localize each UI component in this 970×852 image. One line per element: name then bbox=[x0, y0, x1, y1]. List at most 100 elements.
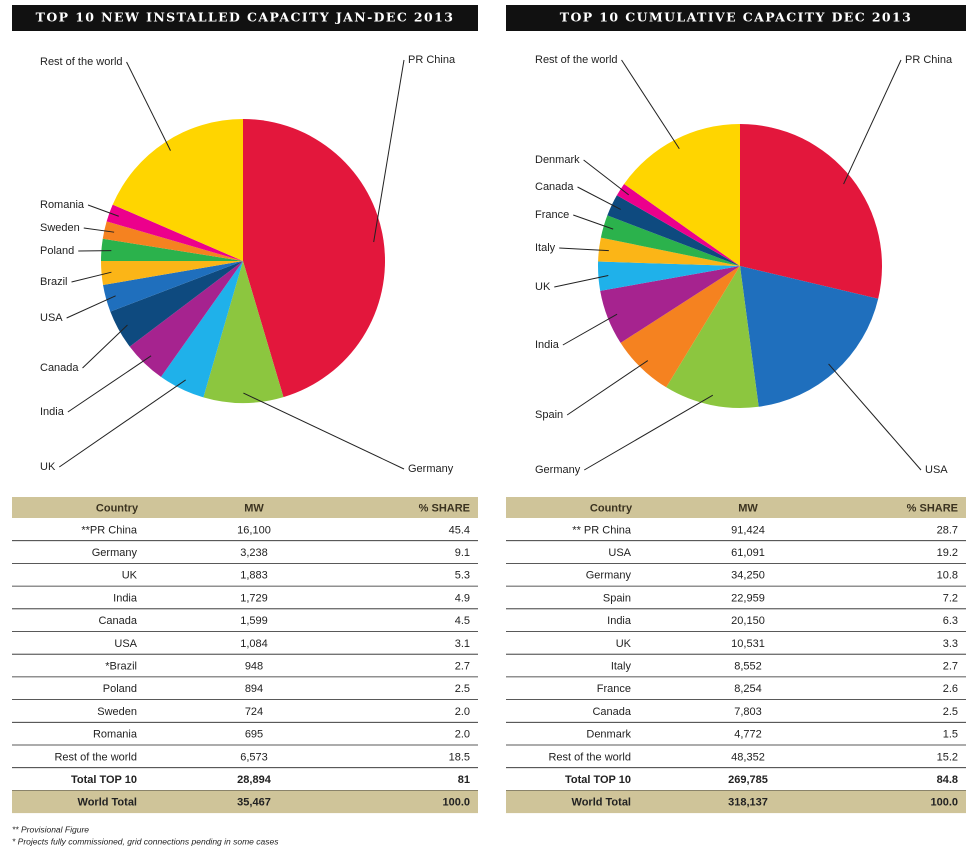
table-cell: Sweden bbox=[97, 706, 137, 718]
table-cell: 84.8 bbox=[937, 774, 958, 786]
slice-label: Romania bbox=[40, 199, 85, 211]
table-cell: Canada bbox=[592, 706, 631, 718]
slice-label: Rest of the world bbox=[40, 56, 123, 68]
pie-slice bbox=[110, 261, 243, 347]
pie-slice bbox=[624, 124, 740, 266]
slice-label: USA bbox=[925, 464, 948, 476]
slice-label: PR China bbox=[905, 54, 953, 66]
slice-label: UK bbox=[535, 281, 551, 293]
table-cell: 10,531 bbox=[731, 638, 765, 650]
slice-label: Denmark bbox=[535, 154, 580, 166]
table-cell: 16,100 bbox=[237, 524, 271, 536]
table-cell: 724 bbox=[245, 706, 263, 718]
table-cell: 18.5 bbox=[449, 751, 470, 763]
chart-title: TOP 10 CUMULATIVE CAPACITY DEC 2013 bbox=[560, 10, 912, 25]
table-cell: 1,883 bbox=[240, 570, 268, 582]
slice-label: Canada bbox=[535, 181, 574, 193]
table-cell: 948 bbox=[245, 660, 263, 672]
pie-slice bbox=[740, 266, 879, 407]
leader-line bbox=[828, 363, 922, 471]
pie-slice bbox=[101, 238, 243, 261]
table-cell: 20,150 bbox=[731, 615, 765, 627]
table-cell: USA bbox=[114, 638, 137, 650]
column-header: % SHARE bbox=[419, 502, 470, 514]
pie-slice bbox=[600, 215, 740, 266]
pie-slice bbox=[103, 261, 243, 312]
column-header: Country bbox=[590, 502, 633, 514]
pie-slice bbox=[160, 261, 243, 398]
table-cell: UK bbox=[616, 638, 632, 650]
leader-line bbox=[566, 360, 649, 416]
table-cell: 6,573 bbox=[240, 751, 268, 763]
table-cell: 2.0 bbox=[455, 706, 470, 718]
table-cell: 22,959 bbox=[731, 592, 765, 604]
table-cell: 19.2 bbox=[937, 547, 958, 559]
table-cell: 2.5 bbox=[943, 706, 958, 718]
table-cell: Denmark bbox=[586, 729, 631, 741]
column-header: MW bbox=[244, 502, 264, 514]
slice-label: Rest of the world bbox=[535, 54, 618, 66]
slice-label: PR China bbox=[408, 54, 456, 66]
table-cell: Germany bbox=[586, 570, 632, 582]
table-cell: Poland bbox=[103, 683, 137, 695]
leader-line bbox=[573, 214, 614, 230]
table-cell: 269,785 bbox=[728, 774, 768, 786]
footnote: ** Provisional Figure bbox=[12, 824, 89, 834]
table-cell: ** PR China bbox=[572, 524, 632, 536]
footnote: * Projects fully commissioned, grid conn… bbox=[12, 836, 279, 846]
pie-slice bbox=[620, 266, 740, 388]
table-cell: World Total bbox=[572, 797, 631, 809]
table-cell: 34,250 bbox=[731, 570, 765, 582]
table-cell: 695 bbox=[245, 729, 263, 741]
pie-slice bbox=[106, 204, 243, 261]
table-cell: 8,552 bbox=[734, 660, 762, 672]
slice-label: Poland bbox=[40, 245, 74, 257]
leader-line bbox=[554, 275, 609, 288]
table-cell: 1,729 bbox=[240, 592, 268, 604]
table-cell: World Total bbox=[78, 797, 137, 809]
table-cell: Rest of the world bbox=[548, 751, 631, 763]
pie-slice bbox=[607, 195, 740, 266]
table-cell: Italy bbox=[611, 660, 632, 672]
table-cell: 100.0 bbox=[442, 797, 470, 809]
table-total-bg bbox=[12, 790, 478, 814]
table-header-bg bbox=[12, 497, 478, 518]
table-cell: 3.3 bbox=[943, 638, 958, 650]
pie-slice bbox=[598, 261, 740, 291]
table-cell: Canada bbox=[98, 615, 137, 627]
leader-line bbox=[87, 204, 119, 217]
table-cell: **PR China bbox=[81, 524, 138, 536]
leader-line bbox=[67, 355, 152, 413]
slice-label: UK bbox=[40, 461, 56, 473]
pie-slice bbox=[203, 261, 284, 403]
table-cell: 3.1 bbox=[455, 638, 470, 650]
table-cell: Spain bbox=[603, 592, 631, 604]
table-cell: 48,352 bbox=[731, 751, 765, 763]
pie-slice bbox=[129, 261, 243, 377]
table-cell: 7.2 bbox=[943, 592, 958, 604]
slice-label: India bbox=[535, 339, 560, 351]
leader-line bbox=[71, 271, 112, 283]
slice-label: Sweden bbox=[40, 222, 80, 234]
leader-line bbox=[83, 227, 115, 233]
table-cell: 894 bbox=[245, 683, 263, 695]
table-cell: Rest of the world bbox=[54, 751, 137, 763]
table-cell: 318,137 bbox=[728, 797, 768, 809]
leader-line bbox=[562, 313, 618, 346]
table-cell: France bbox=[597, 683, 631, 695]
table-cell: 1.5 bbox=[943, 729, 958, 741]
column-header: % SHARE bbox=[907, 502, 958, 514]
slice-label: Spain bbox=[535, 409, 563, 421]
table-cell: 4,772 bbox=[734, 729, 762, 741]
table-cell: 2.0 bbox=[455, 729, 470, 741]
table-cell: 1,084 bbox=[240, 638, 268, 650]
table-cell: 6.3 bbox=[943, 615, 958, 627]
table-cell: 100.0 bbox=[930, 797, 958, 809]
table-cell: 61,091 bbox=[731, 547, 765, 559]
table-cell: 2.6 bbox=[943, 683, 958, 695]
table-cell: 4.5 bbox=[455, 615, 470, 627]
leader-line bbox=[373, 59, 405, 243]
pie-slice bbox=[740, 124, 882, 299]
table-cell: India bbox=[607, 615, 632, 627]
